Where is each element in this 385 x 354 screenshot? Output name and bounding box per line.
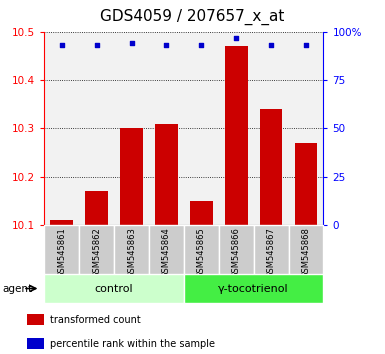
Point: [268, 42, 274, 48]
Text: GSM545868: GSM545868: [301, 227, 310, 278]
Bar: [288, 225, 323, 274]
Text: GSM545866: GSM545866: [232, 227, 241, 278]
Text: percentile rank within the sample: percentile rank within the sample: [50, 338, 215, 349]
Point: [303, 42, 309, 48]
Bar: [219, 225, 254, 274]
Bar: [254, 225, 288, 274]
Bar: [260, 109, 283, 225]
Text: GSM545862: GSM545862: [92, 227, 101, 278]
Text: GDS4059 / 207657_x_at: GDS4059 / 207657_x_at: [100, 9, 285, 25]
Text: GSM545865: GSM545865: [197, 227, 206, 278]
Point: [59, 42, 65, 48]
Bar: [190, 201, 213, 225]
Point: [198, 42, 204, 48]
Bar: [225, 46, 248, 225]
Point: [163, 42, 169, 48]
Text: control: control: [95, 284, 133, 293]
Bar: [295, 143, 317, 225]
Bar: [44, 274, 184, 303]
Bar: [27, 338, 44, 349]
Bar: [120, 128, 143, 225]
Text: GSM545861: GSM545861: [57, 227, 66, 278]
Text: GSM545864: GSM545864: [162, 227, 171, 278]
Text: GSM545867: GSM545867: [266, 227, 276, 278]
Bar: [149, 225, 184, 274]
Bar: [27, 314, 44, 325]
Text: transformed count: transformed count: [50, 315, 141, 325]
Point: [129, 41, 135, 46]
Bar: [184, 274, 323, 303]
Text: agent: agent: [2, 284, 32, 293]
Bar: [85, 191, 108, 225]
Bar: [79, 225, 114, 274]
Bar: [155, 124, 178, 225]
Text: GSM545863: GSM545863: [127, 227, 136, 278]
Text: γ-tocotrienol: γ-tocotrienol: [218, 284, 289, 293]
Bar: [50, 220, 73, 225]
Point: [233, 35, 239, 40]
Point: [94, 42, 100, 48]
Bar: [44, 225, 79, 274]
Bar: [114, 225, 149, 274]
Bar: [184, 225, 219, 274]
